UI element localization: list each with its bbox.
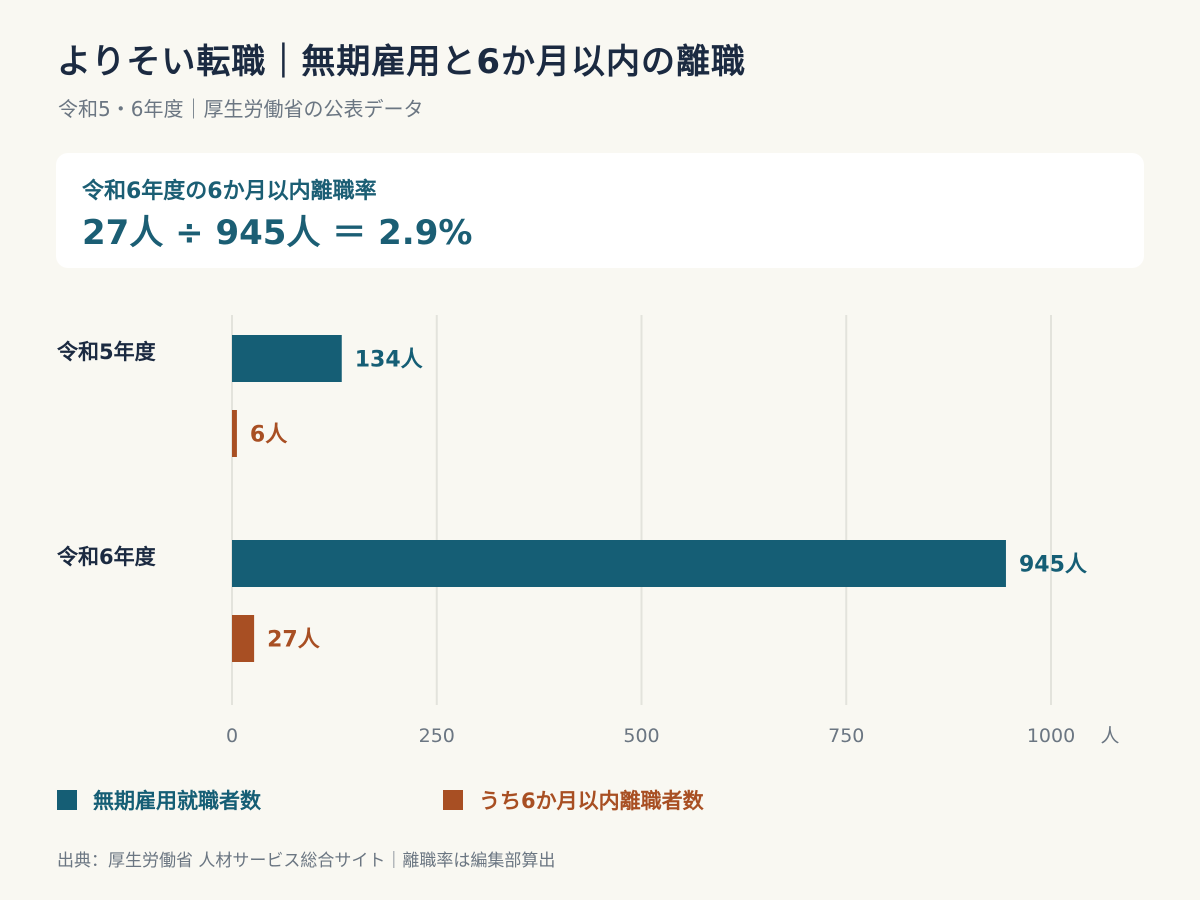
chart-title: よりそい転職｜無期雇用と6か月以内の離職 [57, 42, 746, 82]
data-label: 27人 [267, 628, 320, 653]
legend-swatch-series1 [57, 790, 77, 810]
x-tick-label: 500 [623, 725, 659, 747]
x-tick-label: 1000 [1027, 725, 1075, 747]
data-label: 945人 [1019, 553, 1087, 578]
bar [232, 335, 342, 382]
x-tick-label: 0 [226, 725, 238, 747]
x-tick-label: 750 [828, 725, 864, 747]
category-label: 令和6年度 [57, 545, 156, 569]
chart-subtitle: 令和5・6年度｜厚生労働省の公表データ [58, 97, 424, 121]
data-label: 134人 [355, 348, 423, 373]
x-tick-label: 250 [419, 725, 455, 747]
legend-label-series2: うち6か月以内離職者数 [479, 789, 704, 813]
bar [232, 540, 1006, 587]
legend-swatch-series2 [443, 790, 463, 810]
category-label: 令和5年度 [57, 340, 156, 364]
data-label: 6人 [250, 423, 287, 448]
legend-item-series2: うち6か月以内離職者数 [443, 785, 704, 815]
summary-formula: 27人 ÷ 945人 ＝ 2.9% [82, 213, 473, 253]
source-note: 出典：厚生労働省 人材サービス総合サイト｜離職率は編集部算出 [57, 851, 556, 871]
bar [232, 410, 237, 457]
bar [232, 615, 255, 662]
summary-card: 令和6年度の6か月以内離職率 27人 ÷ 945人 ＝ 2.9% [56, 153, 1144, 268]
legend-item-series1: 無期雇用就職者数 [57, 785, 261, 815]
legend-label-series1: 無期雇用就職者数 [93, 789, 261, 813]
x-axis-unit-label: 人 [1100, 725, 1119, 747]
summary-label: 令和6年度の6か月以内離職率 [82, 179, 377, 204]
